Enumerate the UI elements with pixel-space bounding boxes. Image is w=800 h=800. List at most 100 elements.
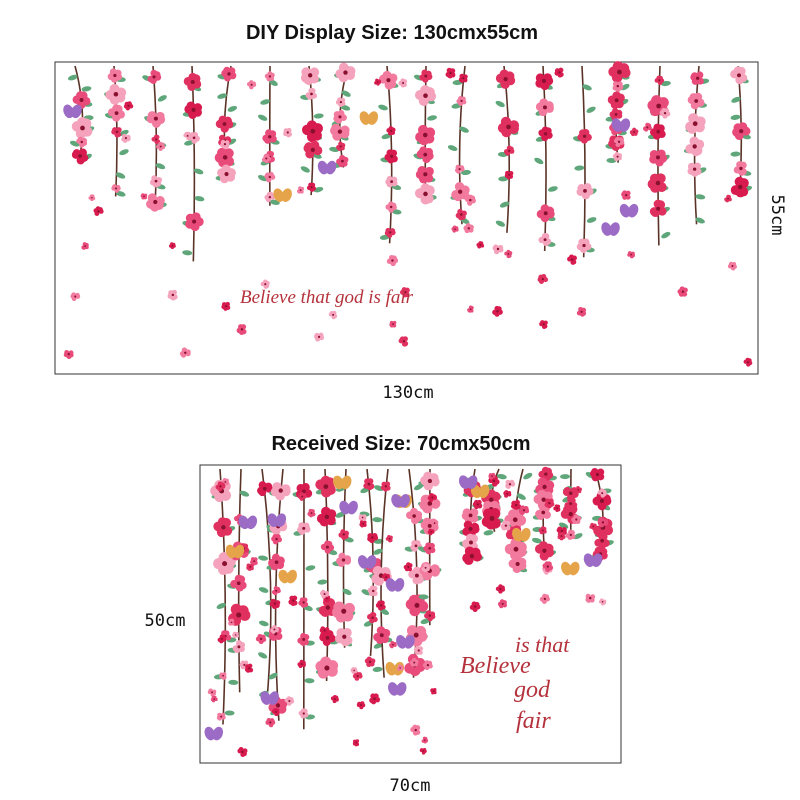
petal	[391, 127, 396, 133]
flower-center	[460, 213, 463, 216]
flower-center	[341, 558, 346, 562]
flower-center	[625, 193, 628, 197]
flower-center	[390, 129, 393, 132]
flower-center	[601, 521, 605, 524]
flower-center	[541, 78, 546, 83]
leaf	[155, 163, 166, 170]
flower-center	[223, 143, 227, 146]
butterfly-wing	[212, 726, 224, 741]
petal	[414, 510, 423, 519]
flower-center	[681, 290, 685, 293]
butterfly-wing	[611, 118, 623, 132]
flower-center	[541, 510, 546, 515]
butterfly-wing	[275, 513, 287, 527]
flower-center	[243, 663, 246, 666]
flower-center	[600, 538, 604, 543]
flower-center	[560, 529, 563, 533]
petal	[297, 637, 304, 644]
butterfly-wing	[325, 160, 337, 175]
display-height: 55cm	[767, 195, 787, 236]
flower-center	[171, 244, 174, 247]
flower-center	[390, 180, 394, 184]
petal	[467, 308, 471, 312]
butterfly-wing	[387, 682, 399, 696]
petal	[695, 116, 706, 127]
leaf	[184, 140, 194, 146]
flower-center	[414, 544, 418, 548]
petal	[232, 645, 240, 652]
flower-center	[341, 159, 344, 163]
petal	[336, 145, 341, 150]
petal	[302, 597, 308, 603]
flower-center	[384, 485, 388, 488]
flower-center	[211, 691, 213, 694]
leaf	[531, 537, 542, 544]
butterfly-wing	[267, 513, 279, 527]
leaf	[228, 679, 239, 685]
leaf	[342, 588, 352, 596]
butterfly-wing	[391, 494, 402, 508]
flower-center	[428, 614, 432, 617]
leaf	[268, 672, 278, 680]
leaf	[378, 104, 388, 111]
flower-center	[506, 124, 511, 130]
flower-center	[127, 104, 130, 107]
flower-center	[324, 665, 330, 671]
petal	[274, 712, 279, 717]
flower-center	[541, 497, 546, 502]
petal	[325, 540, 333, 548]
display-width: 130cm	[382, 383, 433, 403]
flower-center	[414, 573, 419, 578]
petal	[127, 101, 132, 106]
flower-center	[222, 561, 228, 567]
flower-center	[153, 199, 158, 205]
flower-center	[655, 155, 660, 160]
leaf	[461, 169, 471, 175]
petal	[425, 127, 436, 138]
flower-center	[580, 310, 583, 313]
flower-center	[503, 76, 508, 82]
flower-center	[427, 501, 433, 506]
flower-center	[236, 612, 242, 618]
flower-center	[569, 491, 573, 495]
leaf	[341, 90, 351, 97]
flower-center	[492, 479, 496, 483]
petal	[340, 143, 346, 148]
flower-center	[601, 600, 604, 603]
flower-center	[259, 637, 263, 641]
vine	[261, 468, 272, 703]
flower-center	[630, 253, 633, 256]
petal	[343, 555, 351, 563]
petal	[226, 168, 236, 178]
flower-center	[569, 502, 573, 506]
flower-center	[302, 638, 306, 641]
leaf	[258, 114, 268, 121]
flower-center	[324, 514, 330, 520]
flower-center	[616, 155, 619, 158]
flower-center	[171, 293, 175, 297]
flower-center	[302, 526, 306, 530]
flower-center	[360, 704, 362, 706]
flower-center	[692, 144, 697, 149]
flower-center	[515, 561, 520, 566]
flower-center	[544, 472, 548, 476]
flower-center	[414, 728, 417, 732]
flower-center	[412, 514, 416, 518]
flower-center	[308, 73, 313, 78]
petal	[268, 722, 274, 728]
flower-center	[221, 525, 226, 530]
flower-center	[427, 523, 432, 528]
flower-center	[391, 259, 394, 262]
petal	[274, 626, 279, 631]
flower-center	[222, 674, 224, 677]
flower-center	[152, 75, 156, 79]
flower-center	[589, 596, 592, 600]
flower-center	[143, 195, 145, 198]
flower-center	[614, 98, 619, 103]
flower-center	[310, 128, 316, 134]
flower-center	[506, 493, 509, 495]
flower-center	[388, 537, 391, 540]
butterfly-wing	[627, 203, 639, 218]
flower-center	[513, 546, 519, 552]
